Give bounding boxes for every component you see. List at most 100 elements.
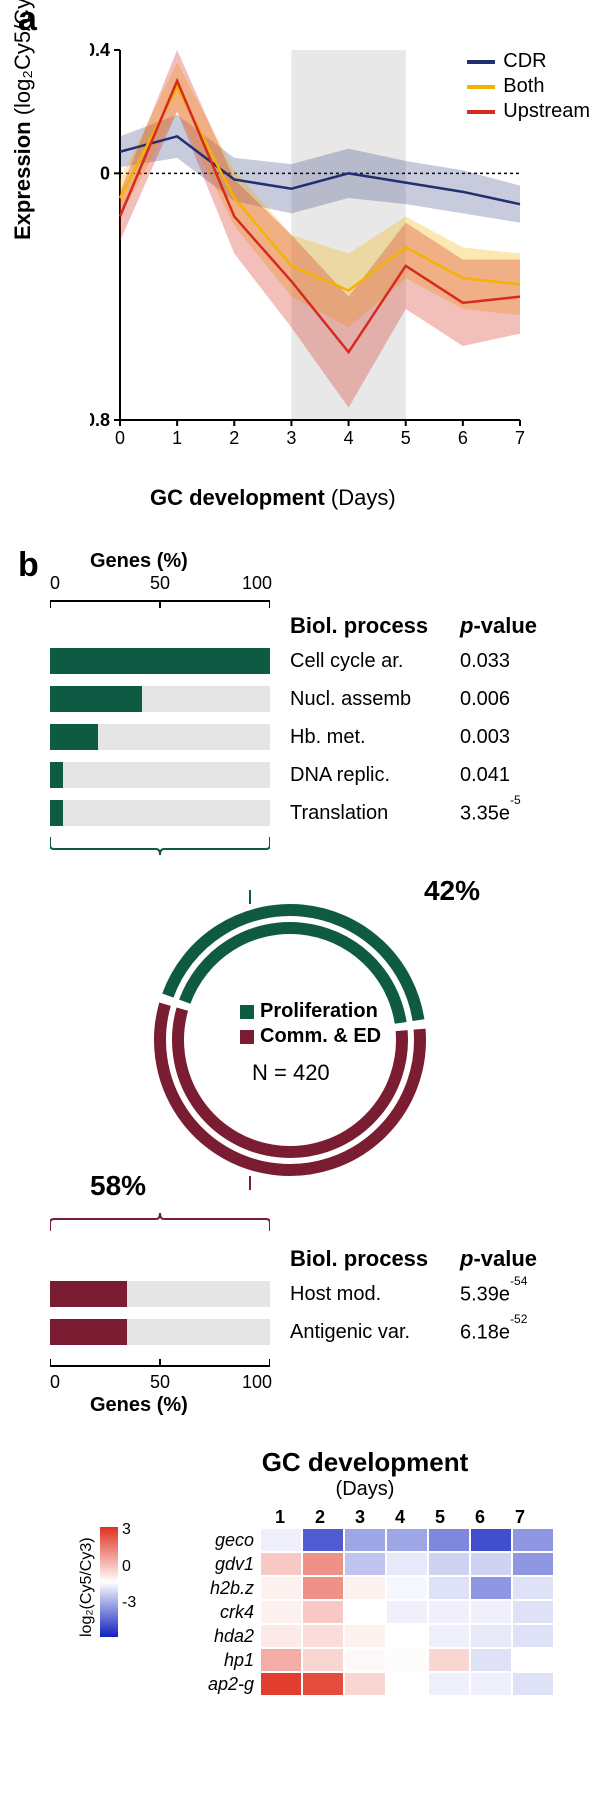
heatmap-cell bbox=[513, 1553, 553, 1575]
donut-n: N = 420 bbox=[252, 1060, 330, 1086]
bar-pvalue: 0.006 bbox=[460, 688, 510, 711]
heatmap-cell bbox=[303, 1649, 343, 1671]
svg-text:3: 3 bbox=[286, 428, 296, 448]
heatmap-row: gdv1 bbox=[160, 1552, 554, 1576]
heatmap-cell bbox=[513, 1529, 553, 1551]
gene-label: ap2-g bbox=[160, 1674, 260, 1695]
heatmap-row: hp1 bbox=[160, 1648, 554, 1672]
panel-b-header: Biol. process p-value bbox=[290, 613, 590, 639]
panel-a-ylabel: Expression (log₂Cy5/Cy3) bbox=[10, 0, 36, 240]
heatmap-cell bbox=[303, 1529, 343, 1551]
colorbar: log₂(Cy5/Cy3) 30-3 bbox=[0, 1507, 160, 1696]
heatmap-cell bbox=[261, 1625, 301, 1647]
panel-a-svg: 01234567-0.800.4 bbox=[90, 40, 530, 450]
heatmap-cell bbox=[471, 1601, 511, 1623]
svg-text:0: 0 bbox=[115, 428, 125, 448]
bar-label: Nucl. assemb bbox=[290, 688, 460, 711]
bar-fill bbox=[50, 648, 270, 674]
bar-label: DNA replic. bbox=[290, 764, 460, 787]
bar-label: Cell cycle ar. bbox=[290, 650, 460, 673]
bar-row: Antigenic var. 6.18e-52 bbox=[50, 1316, 590, 1348]
panel-a-legend: CDRBothUpstream bbox=[467, 50, 590, 125]
panel-c-title: GC development bbox=[140, 1447, 590, 1478]
heatmap-cell bbox=[471, 1625, 511, 1647]
heatmap-cell bbox=[429, 1553, 469, 1575]
bar-row: Translation 3.35e-5 bbox=[50, 797, 590, 829]
bar-label: Hb. met. bbox=[290, 726, 460, 749]
panel-c-subtitle: (Days) bbox=[140, 1478, 590, 1501]
heatmap-cell bbox=[471, 1577, 511, 1599]
gene-label: hda2 bbox=[160, 1626, 260, 1647]
heatmap-row: crk4 bbox=[160, 1600, 554, 1624]
panel-b-top-axis: Genes (%) 050100 bbox=[50, 550, 590, 613]
donut-pct-bot: 58% bbox=[90, 1170, 146, 1202]
bar-fill bbox=[50, 686, 142, 712]
bar-fill bbox=[50, 800, 63, 826]
bracket-top bbox=[50, 835, 270, 855]
heatmap-cell bbox=[387, 1649, 427, 1671]
bar-row: Cell cycle ar. 0.033 bbox=[50, 645, 590, 677]
panel-b: b Genes (%) 050100 Biol. process p-value… bbox=[0, 550, 590, 1417]
bar-row: Hb. met. 0.003 bbox=[50, 721, 590, 753]
heatmap-cell bbox=[429, 1673, 469, 1695]
legend-item: Both bbox=[467, 75, 590, 98]
heatmap-cell bbox=[471, 1673, 511, 1695]
heatmap-cell bbox=[513, 1673, 553, 1695]
heatmap-row: h2b.z bbox=[160, 1576, 554, 1600]
heatmap-cell bbox=[261, 1673, 301, 1695]
axis-ticks-top: 050100 bbox=[50, 573, 270, 595]
bar-fill bbox=[50, 1319, 127, 1345]
heatmap-cell bbox=[513, 1649, 553, 1671]
gene-label: hp1 bbox=[160, 1650, 260, 1671]
colorbar-tick: 3 bbox=[122, 1521, 136, 1558]
bar-pvalue: 0.003 bbox=[460, 726, 510, 749]
heatmap-row: ap2-g bbox=[160, 1672, 554, 1696]
heatmap-cell bbox=[387, 1673, 427, 1695]
heatmap-day: 6 bbox=[460, 1507, 500, 1528]
axis-line-top bbox=[50, 600, 270, 608]
heatmap-cell bbox=[429, 1625, 469, 1647]
colorbar-tick: 0 bbox=[122, 1558, 136, 1595]
bar-track bbox=[50, 724, 270, 750]
bar-track bbox=[50, 762, 270, 788]
heatmap-day: 7 bbox=[500, 1507, 540, 1528]
heatmap-cell bbox=[345, 1577, 385, 1599]
heatmap-day: 1 bbox=[260, 1507, 300, 1528]
panel-c: GC development (Days) log₂(Cy5/Cy3) 30-3… bbox=[0, 1447, 590, 1696]
bar-pvalue: 0.041 bbox=[460, 764, 510, 787]
heatmap-cell bbox=[345, 1553, 385, 1575]
heatmap-cell bbox=[429, 1529, 469, 1551]
heatmap-cell bbox=[261, 1577, 301, 1599]
svg-text:1: 1 bbox=[172, 428, 182, 448]
bar-track bbox=[50, 686, 270, 712]
panel-b-top-bars: Cell cycle ar. 0.033 Nucl. assemb 0.006 … bbox=[0, 645, 590, 829]
svg-text:-0.8: -0.8 bbox=[90, 410, 110, 430]
gene-label: geco bbox=[160, 1530, 260, 1551]
figure-root: a Expression (log₂Cy5/Cy3) 01234567-0.80… bbox=[0, 0, 590, 1696]
heatmap-cell bbox=[303, 1601, 343, 1623]
heatmap-body: gecogdv1h2b.zcrk4hda2 hp1 ap2-g bbox=[160, 1528, 554, 1696]
heatmap-cell bbox=[345, 1649, 385, 1671]
heatmap-cell bbox=[387, 1553, 427, 1575]
panel-b-label: b bbox=[18, 546, 39, 585]
panel-a-xlabel: GC development (Days) bbox=[150, 485, 396, 511]
colorbar-tick: -3 bbox=[122, 1594, 136, 1631]
heatmap-day: 4 bbox=[380, 1507, 420, 1528]
axis-line-bot bbox=[50, 1359, 270, 1367]
heatmap-cell bbox=[303, 1625, 343, 1647]
heatmap-cell bbox=[513, 1625, 553, 1647]
heatmap-cell bbox=[387, 1601, 427, 1623]
heatmap-cell bbox=[261, 1649, 301, 1671]
bar-row: DNA replic. 0.041 bbox=[50, 759, 590, 791]
heatmap: 1234567 gecogdv1h2b.zcrk4hda2hp1ap2-g bbox=[160, 1507, 554, 1696]
heatmap-cell bbox=[303, 1577, 343, 1599]
heatmap-day: 3 bbox=[340, 1507, 380, 1528]
bar-fill bbox=[50, 762, 63, 788]
panel-b-bot-header: Biol. process p-value bbox=[290, 1246, 590, 1272]
heatmap-cell bbox=[303, 1673, 343, 1695]
legend-item: CDR bbox=[467, 50, 590, 73]
heatmap-cell bbox=[345, 1601, 385, 1623]
bar-track bbox=[50, 648, 270, 674]
svg-text:7: 7 bbox=[515, 428, 525, 448]
bar-track bbox=[50, 1281, 270, 1307]
